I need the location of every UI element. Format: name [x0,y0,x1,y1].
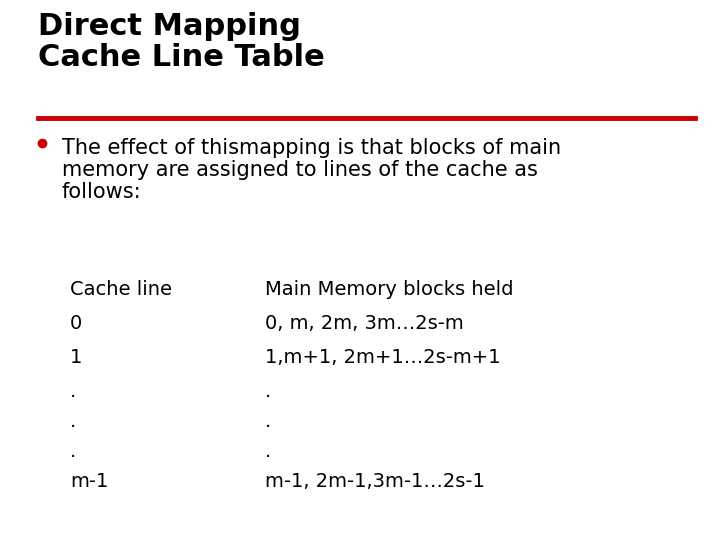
Text: Direct Mapping
Cache Line Table: Direct Mapping Cache Line Table [38,12,325,72]
Text: Main Memory blocks held: Main Memory blocks held [265,280,513,299]
Text: 0: 0 [70,314,82,333]
Text: m-1, 2m-1,3m-1…2s-1: m-1, 2m-1,3m-1…2s-1 [265,472,485,491]
Text: .: . [265,442,271,461]
Text: The effect of thismapping is that blocks of main: The effect of thismapping is that blocks… [62,138,561,158]
Text: Cache line: Cache line [70,280,172,299]
Text: 1: 1 [70,348,82,367]
Text: 0, m, 2m, 3m…2s-m: 0, m, 2m, 3m…2s-m [265,314,464,333]
Text: .: . [70,382,76,401]
Text: .: . [70,442,76,461]
Text: 1,m+1, 2m+1…2s-m+1: 1,m+1, 2m+1…2s-m+1 [265,348,500,367]
Text: m-1: m-1 [70,472,109,491]
Text: memory are assigned to lines of the cache as: memory are assigned to lines of the cach… [62,160,538,180]
Text: .: . [70,412,76,431]
Text: .: . [265,382,271,401]
Text: .: . [265,412,271,431]
Text: follows:: follows: [62,182,142,202]
